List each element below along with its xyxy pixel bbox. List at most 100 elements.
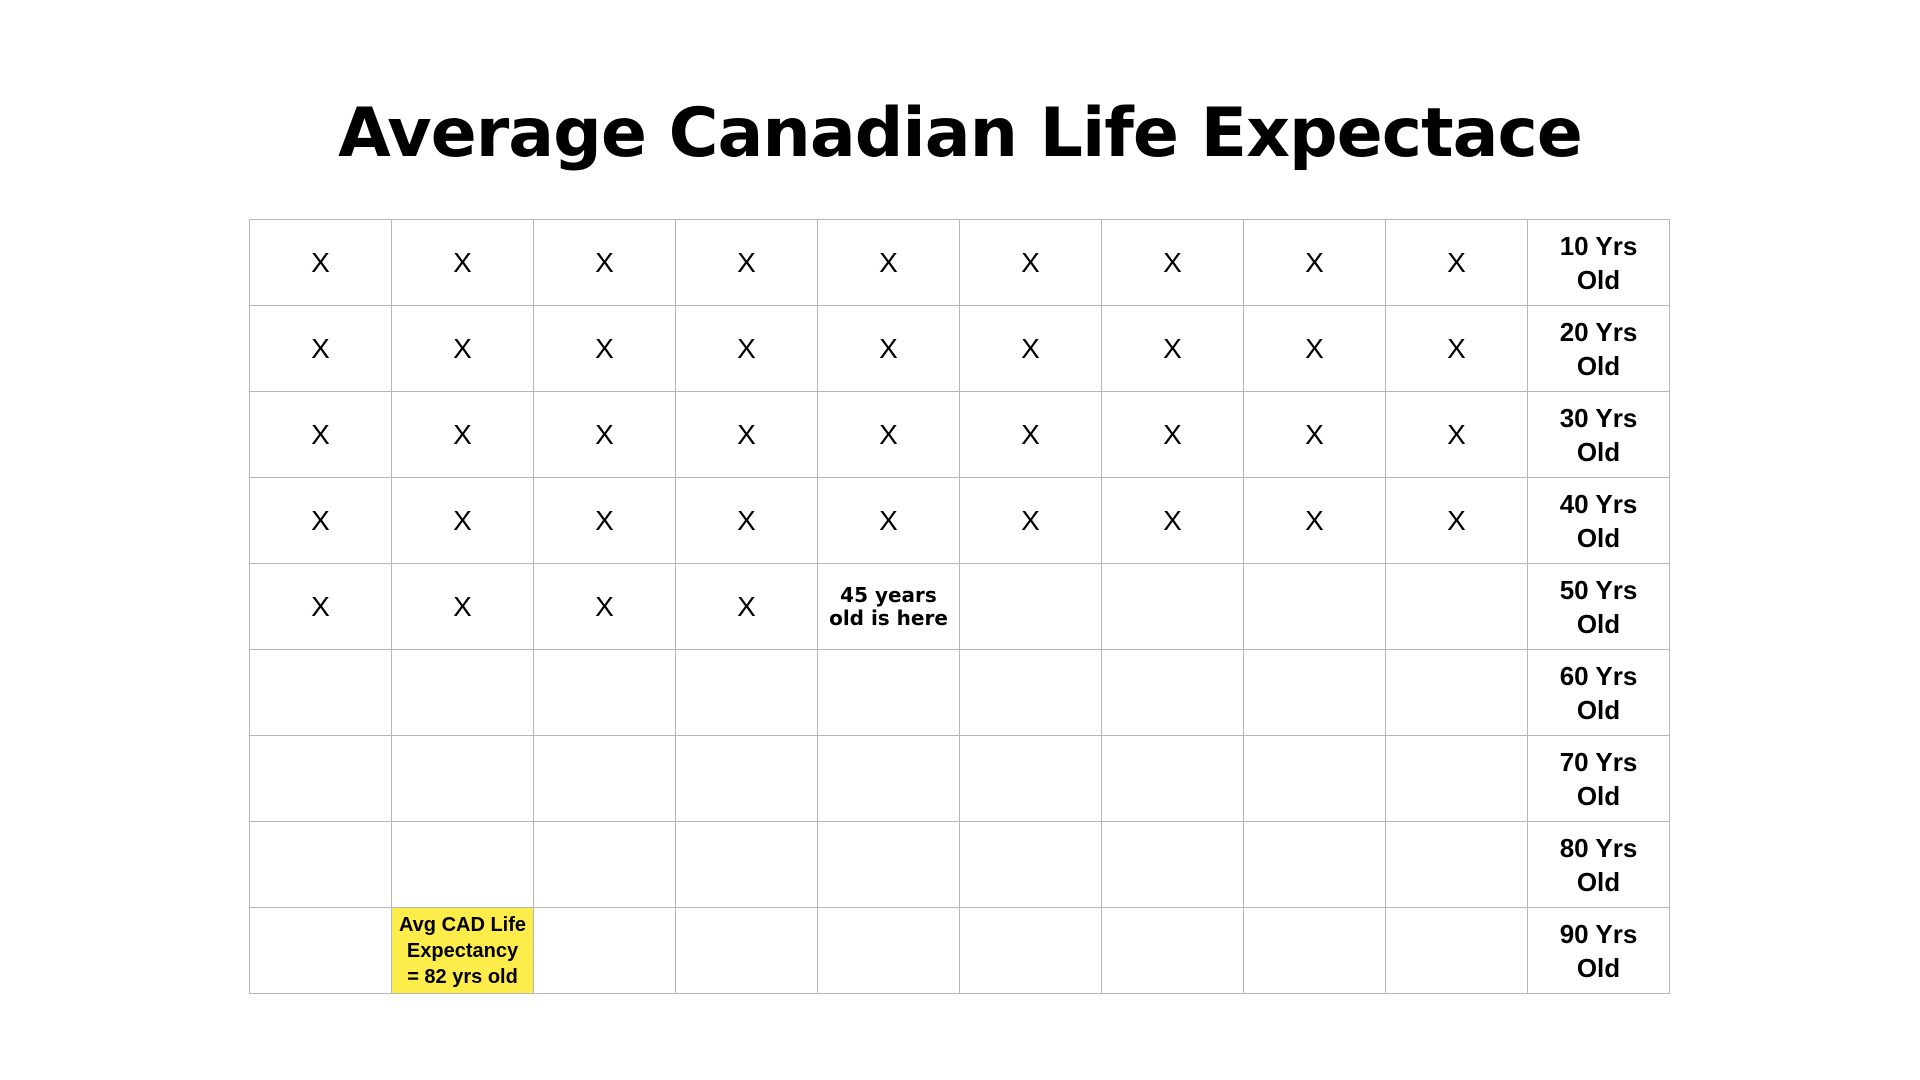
grid-row: X X X X X X X X X 30 Yrs Old — [249, 391, 1670, 478]
year-mark-cell: X — [1385, 391, 1528, 478]
year-mark-cell: X — [1101, 391, 1244, 478]
age-label-years: 70 Yrs — [1559, 746, 1638, 777]
empty-year-cell — [675, 735, 818, 822]
year-mark-cell: X — [391, 305, 534, 392]
empty-year-cell — [959, 735, 1102, 822]
age-label-years: 50 Yrs — [1559, 574, 1638, 605]
age-label-cell: 50 Yrs Old — [1527, 563, 1670, 650]
empty-year-cell — [391, 735, 534, 822]
year-mark-cell: X — [959, 391, 1102, 478]
year-mark-cell: X — [675, 563, 818, 650]
age-label-old: Old — [1576, 350, 1621, 381]
empty-year-cell — [1243, 907, 1386, 994]
current-age-note: 45 years old is here — [817, 563, 960, 650]
grid-row: X X X X 45 years old is here 50 Yrs Old — [249, 563, 1670, 650]
current-age-note-line: 45 years — [840, 582, 937, 607]
age-label-old: Old — [1576, 694, 1621, 725]
grid-row: 70 Yrs Old — [249, 735, 1670, 822]
empty-year-cell — [391, 649, 534, 736]
age-label-old: Old — [1576, 264, 1621, 295]
empty-year-cell — [675, 907, 818, 994]
grid-row: X X X X X X X X X 40 Yrs Old — [249, 477, 1670, 564]
year-mark-cell: X — [391, 477, 534, 564]
life-expectancy-highlight-line: Avg CAD Life — [398, 913, 527, 936]
age-label-cell: 90 Yrs Old — [1527, 907, 1670, 994]
year-mark-cell: X — [249, 219, 392, 306]
age-label-years: 90 Yrs — [1559, 918, 1638, 949]
year-mark-cell: X — [675, 477, 818, 564]
age-label-years: 60 Yrs — [1559, 660, 1638, 691]
empty-year-cell — [533, 907, 676, 994]
age-label-old: Old — [1576, 952, 1621, 983]
age-label-old: Old — [1576, 522, 1621, 553]
life-expectancy-grid: X X X X X X X X X 10 Yrs Old X X X X X X X X X 20 Yrs Old X X X X… — [249, 219, 1670, 994]
year-mark-cell: X — [391, 219, 534, 306]
age-label-years: 10 Yrs — [1559, 230, 1638, 261]
year-mark-cell: X — [533, 391, 676, 478]
age-label-cell: 20 Yrs Old — [1527, 305, 1670, 392]
empty-year-cell — [249, 735, 392, 822]
empty-year-cell — [249, 907, 392, 994]
year-mark-cell: X — [817, 391, 960, 478]
age-label-years: 30 Yrs — [1559, 402, 1638, 433]
empty-year-cell — [249, 649, 392, 736]
grid-row: X X X X X X X X X 10 Yrs Old — [249, 219, 1670, 306]
age-label-old: Old — [1576, 866, 1621, 897]
empty-year-cell — [1385, 907, 1528, 994]
grid-row: 80 Yrs Old — [249, 821, 1670, 908]
empty-year-cell — [1101, 821, 1244, 908]
grid-row: X X X X X X X X X 20 Yrs Old — [249, 305, 1670, 392]
age-label-cell: 60 Yrs Old — [1527, 649, 1670, 736]
year-mark-cell: X — [675, 219, 818, 306]
life-expectancy-highlight-line: Expectancy — [406, 939, 519, 962]
grid-row: Avg CAD Life Expectancy = 82 yrs old 90 Yrs… — [249, 907, 1670, 994]
year-mark-cell: X — [1101, 219, 1244, 306]
empty-year-cell — [817, 649, 960, 736]
empty-year-cell — [1385, 563, 1528, 650]
age-label-old: Old — [1576, 608, 1621, 639]
age-label-cell: 80 Yrs Old — [1527, 821, 1670, 908]
year-mark-cell: X — [249, 563, 392, 650]
age-label-years: 80 Yrs — [1559, 832, 1638, 863]
empty-year-cell — [1243, 563, 1386, 650]
age-label-old: Old — [1576, 780, 1621, 811]
empty-year-cell — [1243, 821, 1386, 908]
year-mark-cell: X — [959, 477, 1102, 564]
age-label-cell: 10 Yrs Old — [1527, 219, 1670, 306]
empty-year-cell — [817, 735, 960, 822]
empty-year-cell — [817, 907, 960, 994]
year-mark-cell: X — [1385, 305, 1528, 392]
age-label-years: 20 Yrs — [1559, 316, 1638, 347]
year-mark-cell: X — [1385, 477, 1528, 564]
empty-year-cell — [675, 821, 818, 908]
empty-year-cell — [959, 821, 1102, 908]
year-mark-cell: X — [391, 391, 534, 478]
year-mark-cell: X — [249, 477, 392, 564]
empty-year-cell — [1101, 649, 1244, 736]
year-mark-cell: X — [533, 563, 676, 650]
empty-year-cell — [533, 821, 676, 908]
year-mark-cell: X — [817, 305, 960, 392]
empty-year-cell — [1243, 735, 1386, 822]
year-mark-cell: X — [959, 219, 1102, 306]
year-mark-cell: X — [533, 477, 676, 564]
year-mark-cell: X — [675, 391, 818, 478]
grid-body: X X X X X X X X X 10 Yrs Old X X X X X X X X X 20 Yrs Old X X X X… — [249, 219, 1670, 994]
year-mark-cell: X — [249, 305, 392, 392]
year-mark-cell: X — [959, 305, 1102, 392]
age-label-cell: 40 Yrs Old — [1527, 477, 1670, 564]
age-label-cell: 70 Yrs Old — [1527, 735, 1670, 822]
year-mark-cell: X — [817, 477, 960, 564]
year-mark-cell: X — [1243, 219, 1386, 306]
empty-year-cell — [533, 649, 676, 736]
empty-year-cell — [1243, 649, 1386, 736]
current-age-note-line: old is here — [829, 605, 948, 630]
empty-year-cell — [1385, 649, 1528, 736]
empty-year-cell — [249, 821, 392, 908]
page-title: Average Canadian Life Expectace — [338, 94, 1583, 173]
empty-year-cell — [959, 649, 1102, 736]
year-mark-cell: X — [533, 219, 676, 306]
grid-row: 60 Yrs Old — [249, 649, 1670, 736]
life-expectancy-highlight-line: = 82 yrs old — [407, 965, 518, 988]
year-mark-cell: X — [1101, 477, 1244, 564]
